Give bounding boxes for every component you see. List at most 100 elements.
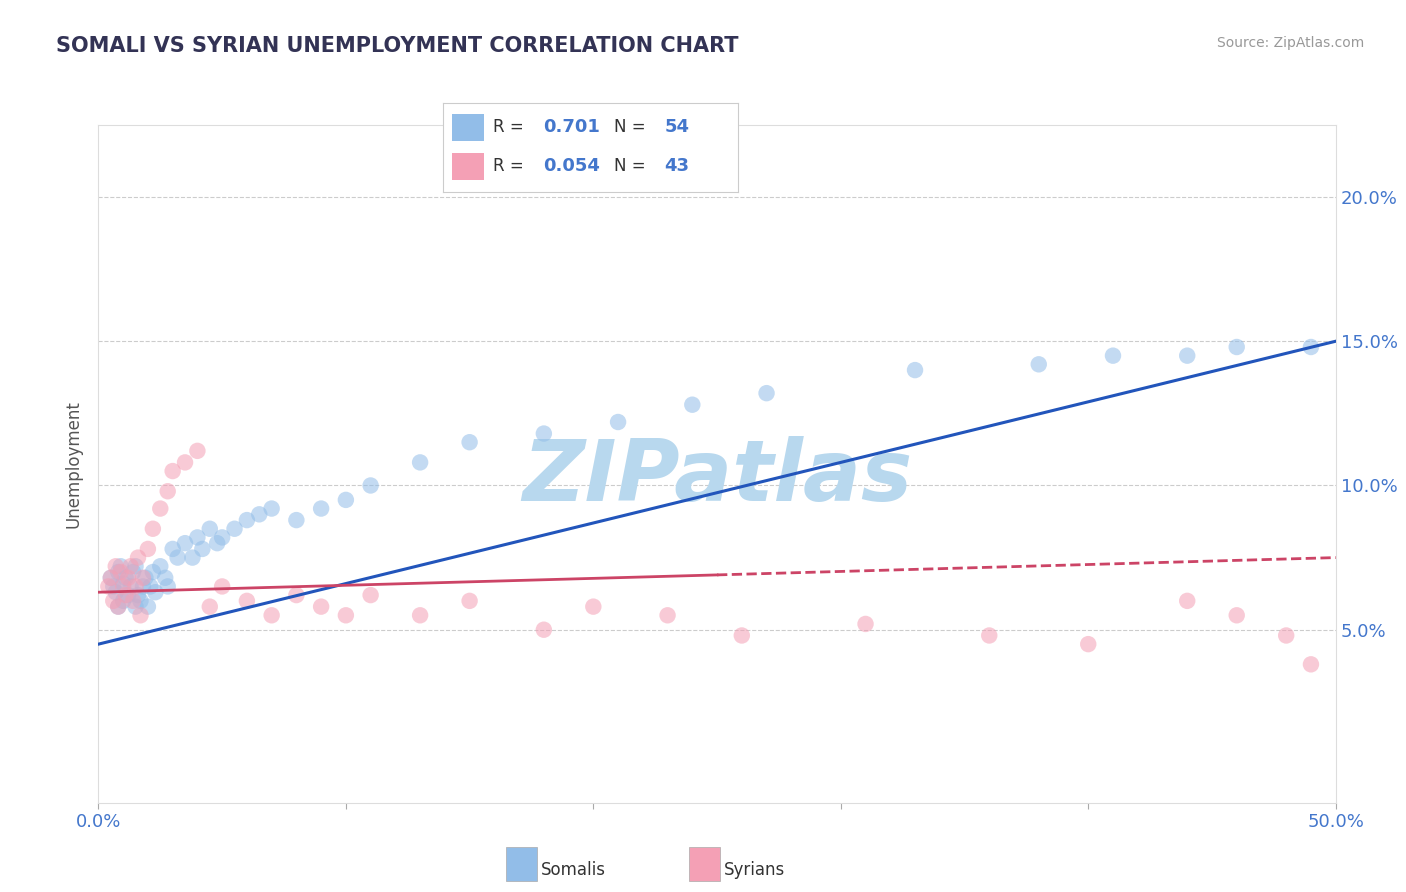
Point — [132, 571, 155, 585]
Text: SOMALI VS SYRIAN UNEMPLOYMENT CORRELATION CHART: SOMALI VS SYRIAN UNEMPLOYMENT CORRELATIO… — [56, 36, 738, 55]
Point — [100, 571, 122, 585]
Text: Somalis: Somalis — [541, 861, 606, 879]
Point — [112, 594, 135, 608]
Point — [681, 398, 703, 412]
Point — [134, 571, 156, 585]
Point — [335, 608, 357, 623]
Point — [107, 599, 129, 614]
Point — [136, 541, 159, 556]
Point — [191, 541, 214, 556]
Point — [904, 363, 927, 377]
Text: 54: 54 — [665, 118, 689, 136]
Point — [103, 579, 125, 593]
Point — [1175, 349, 1198, 363]
Point — [129, 608, 152, 623]
Point — [1175, 594, 1198, 608]
Point — [236, 594, 259, 608]
Point — [582, 599, 605, 614]
Point — [132, 579, 155, 593]
Text: 0.054: 0.054 — [543, 157, 600, 175]
Point — [107, 599, 129, 614]
Point — [260, 501, 283, 516]
Point — [122, 594, 145, 608]
Point — [309, 501, 332, 516]
Point — [174, 536, 197, 550]
Point — [186, 443, 208, 458]
Point — [335, 492, 357, 507]
Point — [755, 386, 778, 401]
Point — [149, 501, 172, 516]
Point — [657, 608, 679, 623]
Point — [607, 415, 630, 429]
Point — [198, 522, 221, 536]
Point — [124, 579, 146, 593]
Point — [1226, 340, 1249, 354]
Point — [533, 426, 555, 441]
Point — [1102, 349, 1125, 363]
Point — [458, 594, 481, 608]
Point — [104, 559, 127, 574]
Point — [156, 579, 179, 593]
Point — [120, 559, 142, 574]
Point — [309, 599, 332, 614]
Point — [114, 571, 136, 585]
Point — [162, 464, 184, 478]
Text: 0.701: 0.701 — [543, 118, 600, 136]
Point — [181, 550, 204, 565]
Bar — [451, 114, 484, 141]
Point — [224, 522, 246, 536]
Point — [110, 559, 132, 574]
Text: Source: ZipAtlas.com: Source: ZipAtlas.com — [1216, 36, 1364, 50]
Point — [124, 559, 146, 574]
Bar — [451, 153, 484, 180]
Point — [110, 565, 132, 579]
Point — [211, 530, 233, 544]
Point — [104, 585, 127, 599]
Point — [97, 579, 120, 593]
Point — [174, 455, 197, 469]
Point — [127, 550, 149, 565]
Point — [100, 571, 122, 585]
Point — [285, 513, 308, 527]
Point — [360, 588, 382, 602]
Point — [198, 599, 221, 614]
Point — [127, 588, 149, 602]
Point — [855, 616, 877, 631]
Point — [117, 588, 139, 602]
Point — [1299, 657, 1322, 672]
Text: Syrians: Syrians — [724, 861, 786, 879]
Text: 43: 43 — [665, 157, 689, 175]
Point — [1226, 608, 1249, 623]
Point — [533, 623, 555, 637]
Point — [731, 628, 754, 642]
Point — [120, 579, 142, 593]
Point — [458, 435, 481, 450]
Point — [149, 559, 172, 574]
Point — [205, 536, 228, 550]
Text: R =: R = — [494, 118, 529, 136]
Point — [136, 599, 159, 614]
Point — [114, 588, 136, 602]
Point — [103, 594, 125, 608]
Point — [1028, 357, 1050, 371]
Point — [139, 579, 162, 593]
Point — [112, 579, 135, 593]
Text: ZIPatlas: ZIPatlas — [522, 436, 912, 519]
Point — [360, 478, 382, 492]
Point — [166, 550, 188, 565]
Point — [124, 599, 146, 614]
Point — [285, 588, 308, 602]
Point — [107, 565, 129, 579]
Point — [1275, 628, 1298, 642]
Text: N =: N = — [614, 118, 651, 136]
Point — [142, 522, 165, 536]
Text: R =: R = — [494, 157, 529, 175]
Point — [117, 571, 139, 585]
Point — [1299, 340, 1322, 354]
Point — [156, 484, 179, 499]
Point — [162, 541, 184, 556]
Point — [112, 576, 135, 591]
Point — [142, 565, 165, 579]
Point — [186, 530, 208, 544]
Point — [247, 508, 270, 522]
